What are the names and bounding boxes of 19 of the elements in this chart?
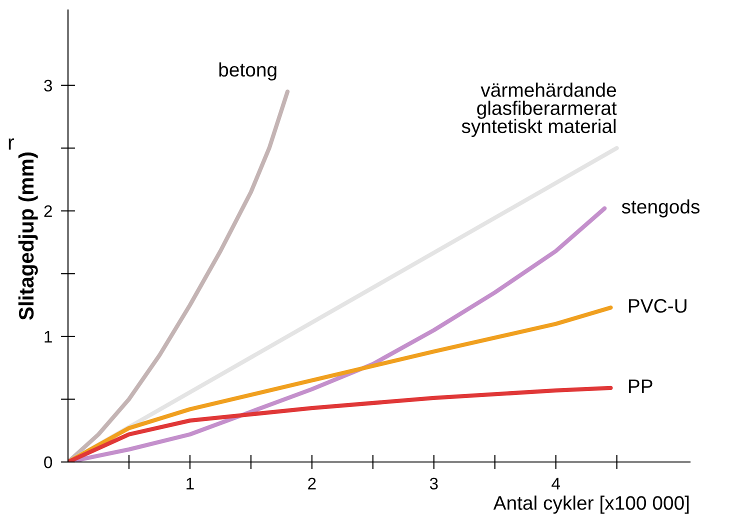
x-axis-title: Antal cykler [x100 000] bbox=[493, 496, 689, 514]
y-tick-label: 0 bbox=[44, 456, 52, 468]
x-tick-label: 3 bbox=[430, 478, 438, 490]
series-label: värmehärdande glasfiberarmerat syntetiskt material bbox=[462, 82, 617, 137]
y-axis-title: Slitagedjup (mm) bbox=[18, 152, 38, 320]
series-label: betong bbox=[219, 62, 276, 80]
series-label: PP bbox=[628, 380, 652, 393]
y-tick-label: 2 bbox=[44, 205, 52, 217]
y-tick-label: 1 bbox=[44, 331, 52, 342]
series-label: stengods bbox=[622, 199, 700, 218]
x-tick-label: 4 bbox=[552, 478, 560, 490]
x-tick-label: 1 bbox=[186, 478, 194, 490]
y-tick-label: 3 bbox=[44, 80, 52, 92]
line-series bbox=[68, 305, 613, 462]
line-series bbox=[68, 90, 290, 462]
line-series bbox=[68, 386, 613, 462]
series-label: PVC-U bbox=[628, 299, 686, 313]
text: r bbox=[8, 138, 14, 150]
x-tick-label: 2 bbox=[308, 478, 316, 490]
